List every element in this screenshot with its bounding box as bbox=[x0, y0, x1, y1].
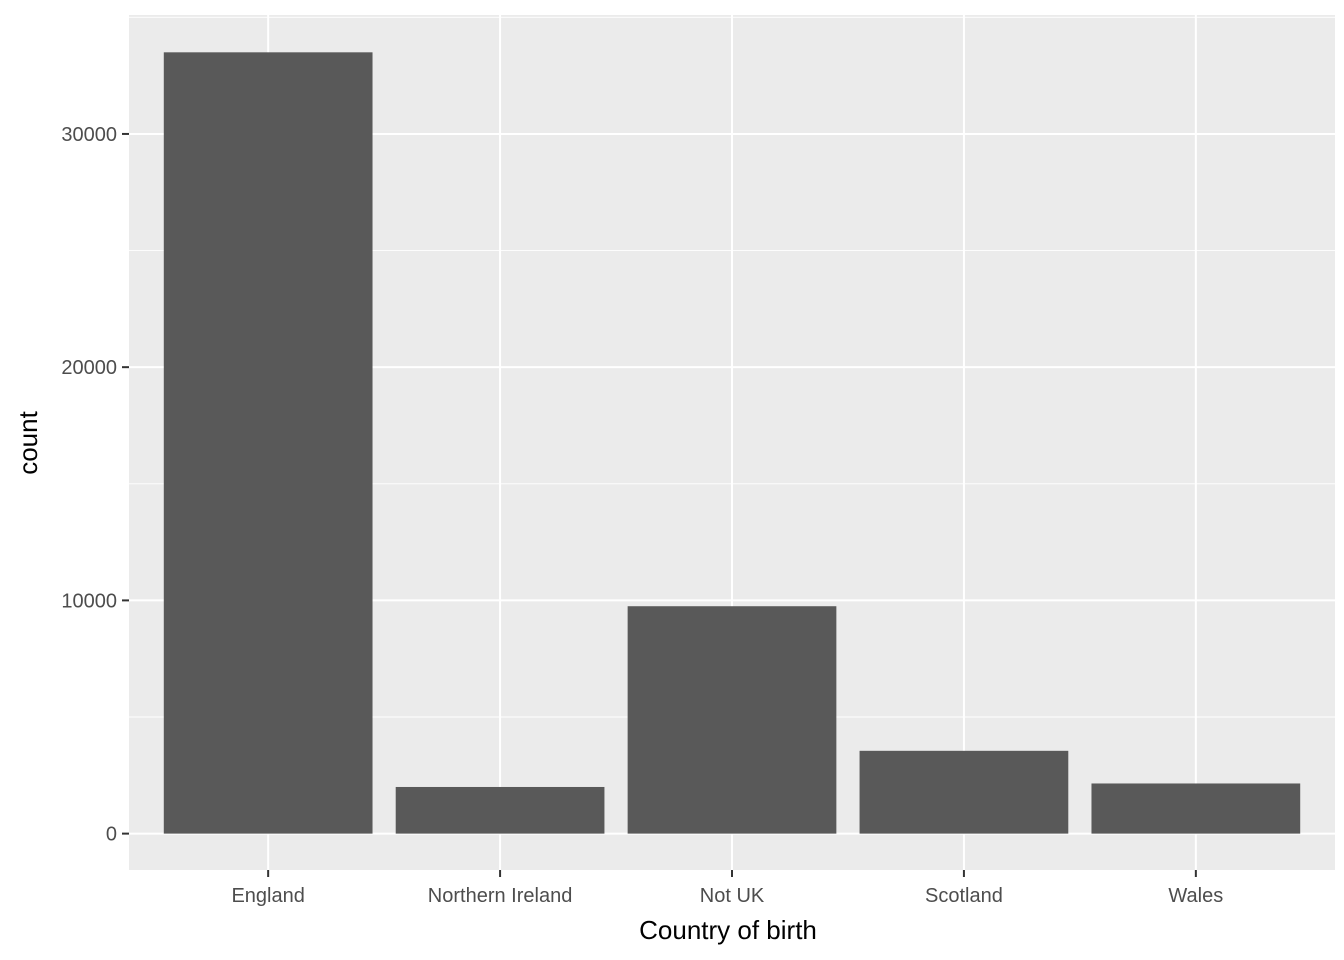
y-tick-label: 20000 bbox=[61, 357, 117, 379]
bar-scotland bbox=[859, 750, 1069, 834]
x-tick-label: Northern Ireland bbox=[428, 885, 573, 907]
y-tick-label: 10000 bbox=[61, 590, 117, 612]
bar-wales bbox=[1091, 783, 1301, 834]
x-tick-label: Wales bbox=[1168, 885, 1223, 907]
bar-northern-ireland bbox=[395, 786, 605, 834]
axes: 0 10000 20000 30000 England Northern Ireland N… bbox=[61, 124, 1223, 907]
x-tick-label: Scotland bbox=[925, 885, 1003, 907]
x-axis-title: Country of birth bbox=[639, 915, 817, 945]
x-tick-label: England bbox=[231, 885, 304, 907]
y-tick-label: 0 bbox=[106, 824, 117, 846]
x-tick-label: Not UK bbox=[700, 885, 765, 907]
bar-not-uk bbox=[627, 606, 837, 834]
bar-england bbox=[163, 52, 373, 834]
bars bbox=[163, 52, 1301, 834]
y-axis-title: count bbox=[13, 410, 43, 474]
y-tick-label: 30000 bbox=[61, 124, 117, 146]
